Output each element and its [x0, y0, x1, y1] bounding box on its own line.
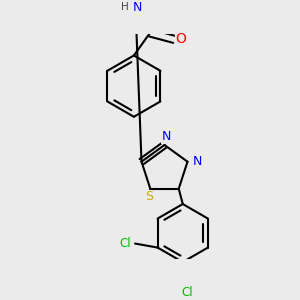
Text: O: O [175, 32, 186, 46]
Text: N: N [193, 155, 202, 168]
Text: Cl: Cl [181, 286, 193, 299]
Text: H: H [121, 2, 129, 12]
Text: S: S [145, 190, 153, 203]
Text: N: N [132, 1, 142, 13]
Text: N: N [161, 130, 171, 143]
Text: Cl: Cl [120, 237, 131, 250]
